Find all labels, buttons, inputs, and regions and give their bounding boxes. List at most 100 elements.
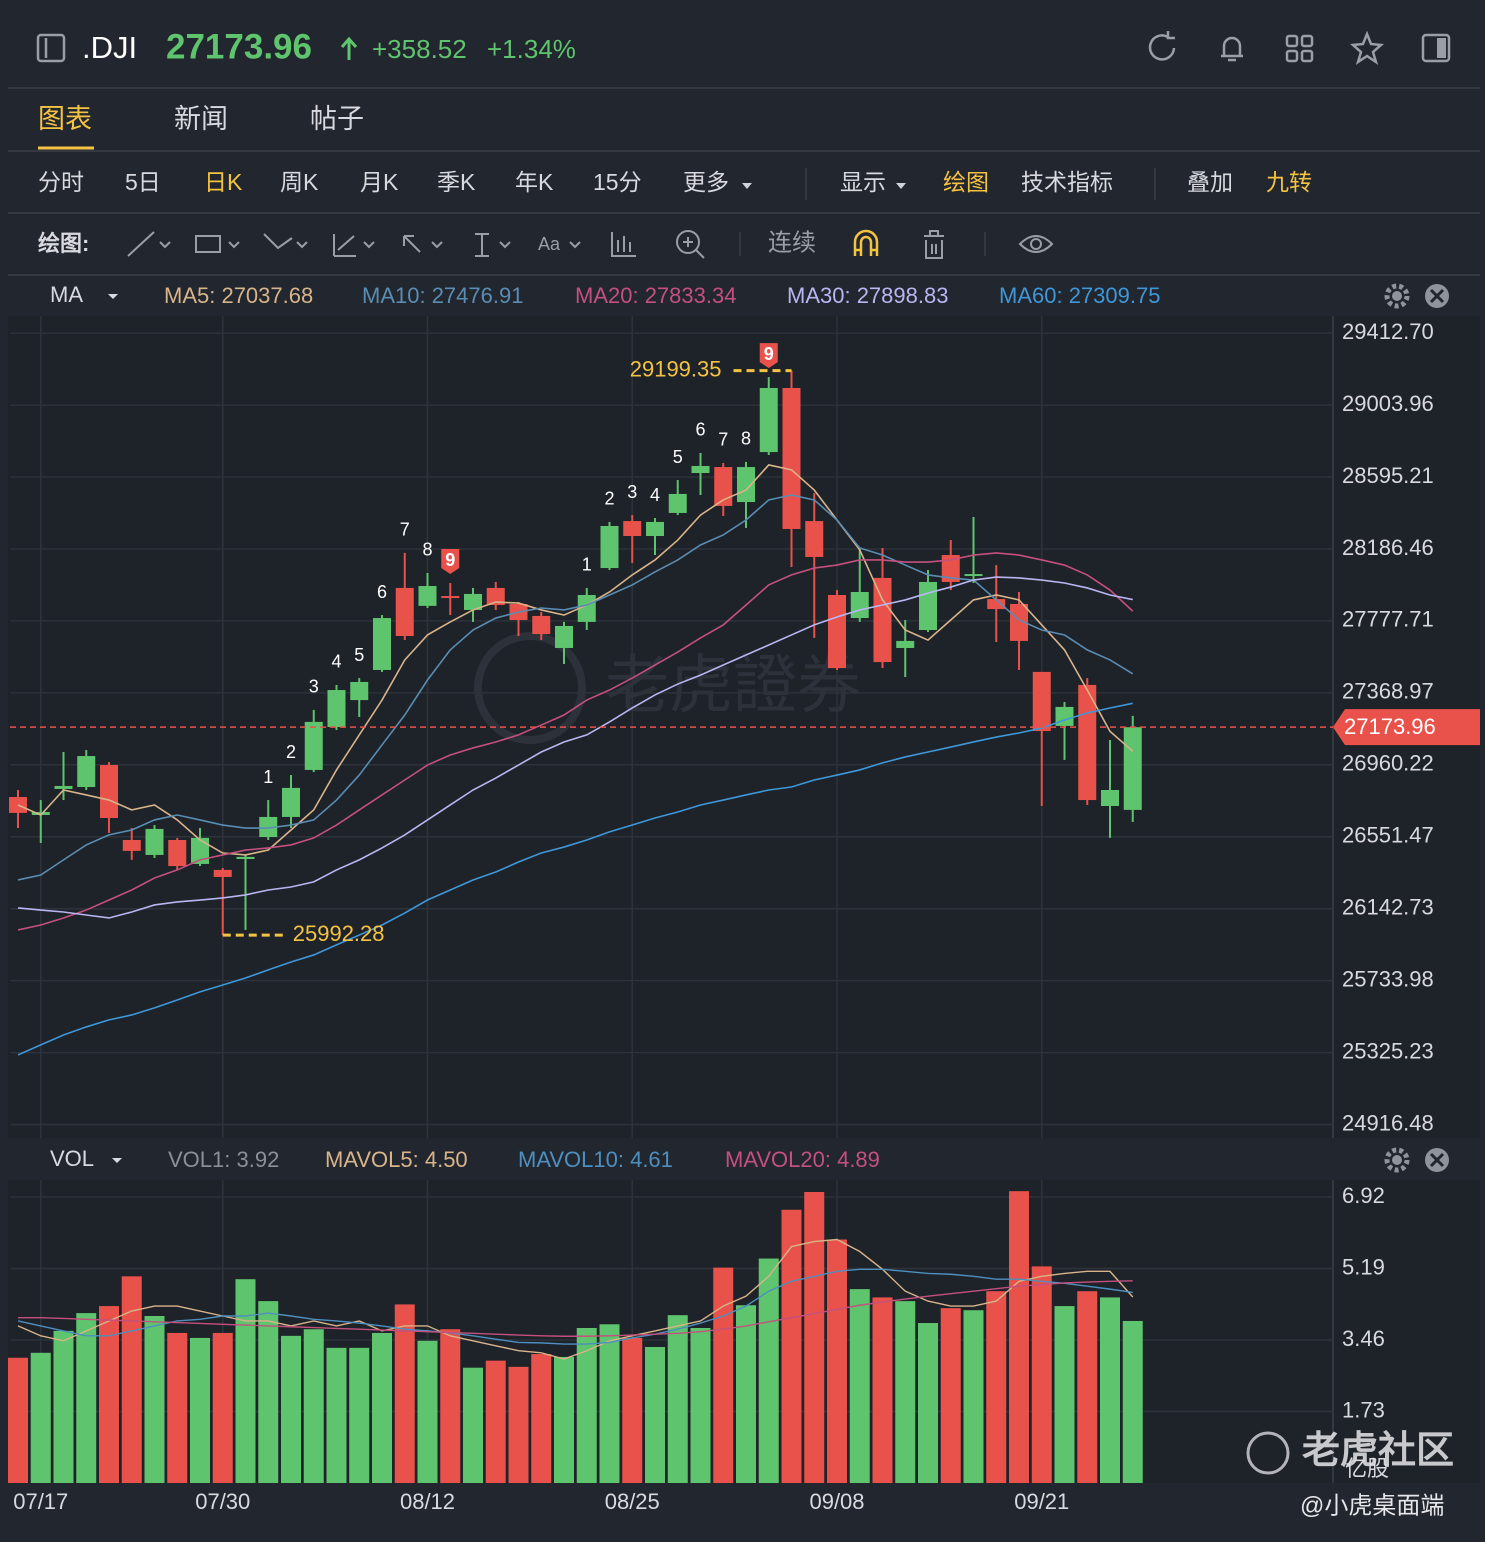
community-watermark: 老虎社区 <box>1302 1430 1454 1472</box>
star-icon[interactable] <box>1350 30 1384 65</box>
candle-body <box>31 812 50 816</box>
handle-watermark: @小虎桌面端 <box>1300 1492 1444 1519</box>
td-count: 3 <box>309 677 319 697</box>
volume-bar <box>940 1308 961 1483</box>
refresh-icon[interactable] <box>1148 31 1176 61</box>
period-button[interactable]: 季K <box>437 169 476 195</box>
bell-icon[interactable] <box>1221 36 1243 62</box>
volume-bar <box>804 1191 825 1483</box>
td-badge <box>759 343 778 369</box>
panel-controls[interactable] <box>1384 283 1449 1173</box>
indicator-selector[interactable]: MA <box>50 282 83 307</box>
volume-bar <box>372 1332 392 1483</box>
price: 27173.96 <box>166 27 312 66</box>
volume-bar <box>508 1366 529 1483</box>
candle-body <box>805 521 824 557</box>
current-price-tag <box>1333 709 1480 746</box>
volume-bar <box>986 1291 1007 1483</box>
period-button[interactable]: 15分 <box>593 169 642 195</box>
ma-line <box>17 1268 1133 1345</box>
td-count: 7 <box>718 430 728 450</box>
option-button[interactable]: 技术指标 <box>1021 169 1113 195</box>
magnet-icon[interactable] <box>853 229 879 256</box>
tab[interactable]: 帖子 <box>310 104 364 134</box>
x-tick-label: 09/08 <box>809 1489 864 1514</box>
td-count: 5 <box>673 447 683 467</box>
y-tick-label: 29003.96 <box>1342 391 1434 416</box>
td-count: 8 <box>741 429 751 449</box>
panel-icon[interactable] <box>1421 33 1451 63</box>
ma-line <box>17 494 1134 881</box>
legend-entry: MA30: 27898.83 <box>787 283 948 308</box>
period-button[interactable]: 分时 <box>38 169 84 195</box>
volume-bar <box>144 1315 165 1483</box>
td-count: 2 <box>286 742 296 762</box>
option-button[interactable]: 叠加 <box>1187 169 1233 195</box>
y-tick-label: 3.46 <box>1342 1326 1385 1351</box>
y-tick-label: 27777.71 <box>1342 607 1434 632</box>
drawing-tools[interactable] <box>127 230 1054 259</box>
volume-bar <box>531 1354 552 1483</box>
volume-bar <box>1100 1297 1120 1483</box>
volume-bar <box>895 1301 916 1483</box>
volume-value-label: VOL1: 3.92 <box>168 1147 279 1172</box>
continuous-toggle[interactable]: 连续 <box>768 229 816 256</box>
candle-body <box>259 816 278 838</box>
tab[interactable]: 新闻 <box>174 104 228 134</box>
legend-entry: MA20: 27833.34 <box>575 283 736 308</box>
grid-icon[interactable] <box>1285 34 1314 63</box>
candle-body <box>464 593 482 610</box>
volume-bar <box>99 1306 119 1483</box>
option-button[interactable]: 显示 <box>840 169 886 195</box>
community-logo <box>1246 1431 1290 1475</box>
candle-body <box>373 618 391 670</box>
change: +358.52 <box>372 34 467 64</box>
period-button[interactable]: 5日 <box>125 169 161 195</box>
volume-bar <box>1077 1291 1098 1483</box>
candle-body <box>191 837 209 864</box>
volume-bar <box>349 1347 370 1483</box>
indicator-selector[interactable]: VOL <box>50 1146 94 1171</box>
x-tick-label: 09/21 <box>1014 1489 1069 1514</box>
td-count: 6 <box>695 420 705 440</box>
period-button[interactable]: 月K <box>360 169 399 195</box>
td-badge <box>441 549 460 575</box>
volume-bar <box>827 1239 847 1483</box>
volume-bar <box>485 1360 506 1483</box>
volume-bar <box>576 1327 597 1483</box>
candle-body <box>327 690 346 727</box>
volume-bar <box>1031 1266 1052 1483</box>
y-tick-label: 28186.46 <box>1342 535 1434 560</box>
volume-bar <box>599 1324 620 1483</box>
candle-body <box>964 574 983 577</box>
tab[interactable]: 图表 <box>38 104 92 134</box>
sidebar-icon[interactable] <box>36 33 66 63</box>
candle-body <box>304 721 323 770</box>
candle-body <box>1010 603 1028 641</box>
text-tool-icon[interactable]: Aa <box>538 234 561 254</box>
candle-body <box>941 555 960 582</box>
candle-body <box>418 586 437 606</box>
y-tick-label: 26142.73 <box>1342 895 1434 920</box>
period-button[interactable]: 日K <box>204 169 243 195</box>
legend-entry: MA5: 27037.68 <box>164 283 313 308</box>
candle-body <box>623 521 642 537</box>
candle-body <box>782 387 801 529</box>
period-button[interactable]: 更多 <box>683 169 729 195</box>
volume-bar <box>1009 1191 1029 1483</box>
td-count: 2 <box>604 489 614 509</box>
legend-entry: MA60: 27309.75 <box>999 283 1160 308</box>
high-label: 29199.35 <box>630 356 722 381</box>
td-count: 1 <box>582 555 592 575</box>
option-button[interactable]: 绘图 <box>943 169 989 195</box>
volume-bar <box>690 1327 711 1483</box>
volume-bar <box>645 1347 665 1483</box>
period-button[interactable]: 年K <box>515 169 554 195</box>
option-button[interactable]: 九转 <box>1266 169 1312 195</box>
ma-line <box>17 576 1133 919</box>
candle-body <box>1101 790 1119 807</box>
candle-body <box>987 599 1006 610</box>
x-tick-label: 08/25 <box>605 1489 660 1514</box>
period-button[interactable]: 周K <box>280 169 319 195</box>
candle-body <box>555 625 573 648</box>
